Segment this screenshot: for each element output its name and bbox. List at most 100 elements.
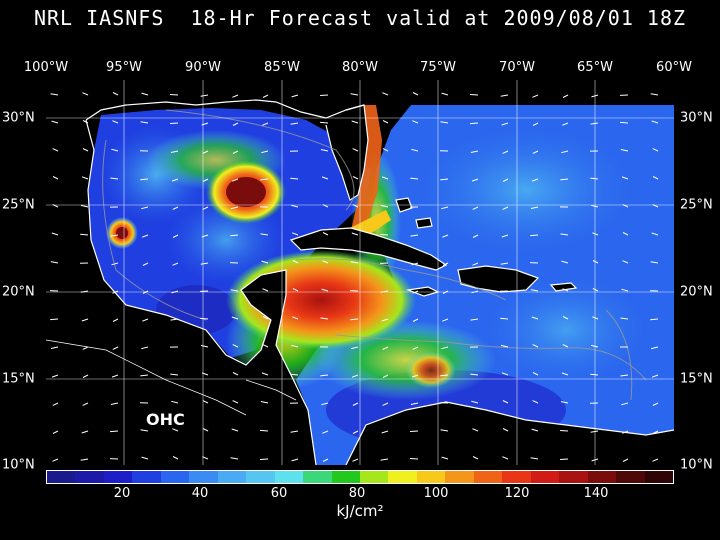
current-vector: [382, 402, 389, 406]
current-vector: [652, 402, 659, 406]
current-vector: [380, 458, 389, 461]
current-vector: [140, 121, 149, 124]
current-vector: [262, 288, 269, 292]
current-vector: [231, 316, 239, 320]
current-vector: [412, 346, 419, 350]
current-vector: [442, 262, 449, 266]
current-vector: [230, 289, 239, 292]
current-vector: [470, 94, 479, 96]
current-vector: [351, 120, 359, 124]
current-vector: [261, 150, 269, 154]
current-vector: [321, 288, 329, 292]
current-vector: [561, 372, 569, 376]
lat-label-left-15n: 15°N: [2, 371, 35, 387]
land-hispaniola: [458, 266, 538, 292]
current-vector: [472, 234, 479, 238]
lon-label-60w: 60°W: [656, 60, 692, 75]
current-vector: [112, 346, 119, 350]
current-vector: [532, 400, 539, 404]
current-vector: [620, 149, 629, 152]
current-vector: [531, 178, 539, 182]
current-vector: [470, 318, 479, 321]
land-puerto-rico: [551, 283, 576, 291]
current-vector: [472, 428, 479, 432]
current-vector: [140, 178, 149, 181]
current-vector: [531, 316, 539, 320]
current-vector: [141, 206, 149, 210]
current-vector: [50, 318, 59, 321]
current-vector: [82, 374, 89, 378]
current-vector: [111, 148, 119, 152]
current-vector: [232, 122, 239, 126]
current-vector: [410, 402, 419, 405]
ohc-label: OHC: [146, 410, 185, 429]
current-vector: [470, 150, 479, 153]
current-vector: [50, 93, 59, 96]
colorbar-cell: [502, 471, 531, 483]
current-vector: [82, 120, 89, 124]
colorbar-tick-60: 60: [270, 486, 288, 501]
current-vector: [201, 372, 209, 376]
current-vector: [652, 148, 659, 152]
current-vector: [382, 346, 389, 350]
colorbar-cell: [132, 471, 161, 483]
lon-label-80w: 80°W: [342, 60, 378, 75]
current-vector: [590, 344, 599, 348]
current-vector: [51, 374, 59, 378]
current-vector: [621, 288, 629, 292]
current-vector: [621, 402, 629, 406]
current-vector: [381, 176, 389, 180]
coastlines: [85, 99, 674, 465]
current-vector: [290, 177, 299, 180]
current-vector: [410, 430, 419, 432]
current-vector: [142, 262, 149, 266]
current-vector: [231, 428, 239, 432]
lon-label-70w: 70°W: [499, 60, 535, 75]
current-vector: [351, 232, 359, 236]
current-vector: [52, 204, 59, 208]
current-vector: [171, 178, 179, 182]
colorbar-tick-100: 100: [423, 486, 449, 501]
lon-label-85w: 85°W: [264, 60, 300, 75]
current-vector: [502, 206, 509, 210]
current-vector: [322, 204, 329, 208]
current-vector: [260, 178, 269, 181]
current-vector: [532, 150, 539, 154]
current-vector: [322, 458, 329, 462]
colorbar-cell: [559, 471, 588, 483]
current-vector: [170, 94, 179, 96]
current-vector: [200, 317, 209, 320]
current-vector: [592, 288, 599, 292]
current-vector: [562, 316, 569, 320]
current-vector: [442, 318, 449, 322]
current-vector: [52, 430, 59, 434]
current-vector: [500, 317, 509, 320]
current-vector: [501, 122, 509, 126]
current-vector: [651, 232, 659, 236]
current-vector: [321, 176, 329, 180]
lat-label-left-10n: 10°N: [2, 457, 35, 473]
current-vector: [532, 372, 539, 376]
current-vector: [470, 373, 479, 376]
current-vector: [412, 92, 419, 96]
current-vectors: [50, 92, 659, 462]
current-vector: [652, 176, 659, 180]
current-vector: [352, 148, 359, 152]
colorbar-units: kJ/cm²: [336, 502, 384, 520]
lon-label-100w: 100°W: [23, 60, 69, 75]
current-vector: [502, 400, 509, 404]
current-vector: [202, 428, 209, 432]
current-vector: [232, 150, 239, 154]
current-vector: [500, 344, 509, 348]
current-vector: [440, 121, 449, 124]
current-vector: [112, 92, 119, 96]
current-vector: [201, 234, 209, 238]
current-vector: [620, 121, 629, 124]
current-vector: [352, 458, 359, 462]
current-vector: [172, 428, 179, 432]
current-vector: [50, 346, 59, 349]
current-vector: [232, 400, 239, 404]
current-vector: [592, 260, 599, 264]
colorbar-cell: [388, 471, 417, 483]
current-vector: [500, 262, 509, 265]
